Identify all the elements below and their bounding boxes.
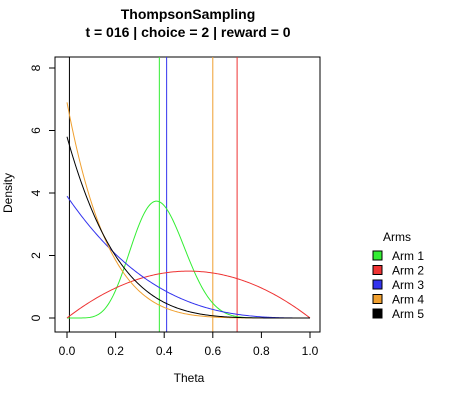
y-tick-label: 0 <box>29 314 43 321</box>
y-axis: 0 2 4 6 8 <box>29 64 56 321</box>
chart-title: ThompsonSampling <box>121 6 256 22</box>
legend-label-arm-5: Arm 5 <box>392 307 424 321</box>
x-tick-label: 0.8 <box>253 344 270 358</box>
legend-title: Arms <box>383 230 411 244</box>
legend-swatch-arm-2 <box>372 265 383 275</box>
legend-label-arm-3: Arm 3 <box>392 278 424 292</box>
density-curve-arm-2 <box>66 270 311 319</box>
x-tick-label: 1.0 <box>302 344 319 358</box>
legend-label-arm-2: Arm 2 <box>392 264 424 278</box>
legend-swatch-arm-1 <box>372 250 383 261</box>
y-tick-label: 4 <box>29 189 43 196</box>
x-axis: 0.0 0.2 0.4 0.6 0.8 1.0 <box>59 331 319 358</box>
y-tick-label: 8 <box>29 64 43 71</box>
legend-swatch-arm-4 <box>372 294 383 304</box>
x-tick-label: 0.6 <box>204 344 221 358</box>
chart-subtitle: t = 016 | choice = 2 | reward = 0 <box>85 24 290 40</box>
density-curve-arm-4 <box>66 102 310 319</box>
y-tick-label: 6 <box>29 127 43 134</box>
density-curve-arm-1 <box>67 200 310 319</box>
density-curve-arm-3 <box>66 195 310 319</box>
y-axis-label: Density <box>1 173 15 213</box>
x-tick-label: 0.0 <box>59 344 76 358</box>
plot-frame <box>54 56 321 333</box>
legend-label-arm-4: Arm 4 <box>392 293 424 307</box>
legend-swatch-arm-3 <box>372 279 383 290</box>
x-tick-label: 0.4 <box>156 344 173 358</box>
density-curve-arm-5 <box>66 136 310 319</box>
plot-lines <box>66 57 311 332</box>
y-tick-label: 2 <box>29 252 43 259</box>
x-tick-label: 0.2 <box>107 344 124 358</box>
legend-label-arm-1: Arm 1 <box>392 249 424 263</box>
legend-swatch-arm-5 <box>372 308 383 319</box>
x-axis-label: Theta <box>174 371 205 385</box>
